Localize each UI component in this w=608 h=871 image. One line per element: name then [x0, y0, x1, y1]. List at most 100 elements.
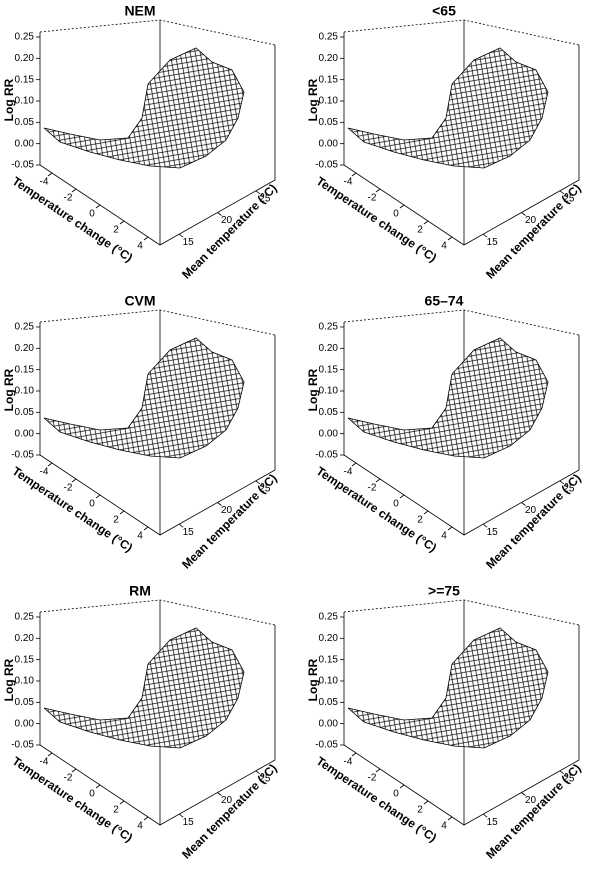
z-tick-label: 0.10	[15, 96, 35, 107]
x-axis-label: Temperature change (°C)	[314, 174, 440, 265]
z-tick-label: 0.10	[319, 96, 339, 107]
x-tick-label: 4	[137, 821, 143, 832]
x-tick-label: 2	[417, 515, 423, 526]
z-tick-label: -0.05	[11, 740, 34, 751]
y-tick	[255, 480, 261, 485]
z-tick-label: 0.15	[319, 74, 339, 85]
y-tick	[178, 523, 184, 528]
z-tick-label: 0.10	[319, 676, 339, 687]
panel: <65 -0.05 0.00 0.05 0.10 0.15 0.20 0.25 Log RR -4…	[306, 3, 584, 282]
y-tick-label: 20	[525, 215, 537, 226]
panel-title: >=75	[428, 583, 460, 599]
panel-title: NEM	[124, 3, 155, 19]
x-tick	[143, 236, 149, 241]
z-tick-label: 0.00	[15, 428, 35, 439]
z-tick-label: -0.05	[315, 450, 338, 461]
x-tick	[423, 220, 429, 225]
x-tick-label: 4	[137, 241, 143, 252]
y-tick-label: 20	[221, 505, 233, 516]
panel-title: <65	[432, 3, 456, 19]
surface	[43, 627, 245, 749]
z-tick-label: 0.25	[15, 612, 35, 623]
x-tick	[399, 494, 405, 499]
x-tick-label: -2	[368, 483, 377, 494]
y-tick	[217, 212, 222, 216]
x-tick-label: -2	[64, 773, 73, 784]
panel: NEM -0.05 0.00 0.05 0.10 0.15 0.20 0.25 Log RR -4…	[2, 3, 280, 282]
x-tick	[375, 188, 381, 193]
x-tick-label: 0	[393, 209, 399, 220]
z-tick-label: 0.15	[319, 654, 339, 665]
z-tick-label: 0.20	[15, 343, 35, 354]
y-tick	[521, 792, 526, 796]
z-tick-label: 0.05	[319, 407, 339, 418]
x-tick	[71, 768, 77, 773]
z-tick-label: 0.00	[319, 718, 339, 729]
y-tick	[482, 813, 488, 818]
z-tick-label: 0.25	[15, 32, 35, 43]
z-tick-label: 0.00	[15, 138, 35, 149]
box-back	[343, 19, 580, 46]
z-tick-label: 0.05	[15, 407, 35, 418]
z-tick-label: 0.05	[15, 697, 35, 708]
z-tick-label: 0.00	[15, 718, 35, 729]
x-tick	[399, 204, 405, 209]
surface	[43, 47, 245, 169]
z-tick-label: 0.10	[319, 386, 339, 397]
x-tick-label: -4	[344, 177, 353, 188]
surface	[347, 627, 549, 749]
z-tick-label: -0.05	[315, 160, 338, 171]
x-tick	[95, 784, 101, 789]
y-tick-label: 25	[563, 193, 575, 204]
x-tick	[143, 816, 149, 821]
y-tick	[217, 792, 222, 796]
x-tick	[95, 204, 101, 209]
x-tick	[375, 478, 381, 483]
y-tick	[255, 770, 261, 775]
x-tick-label: 4	[137, 531, 143, 542]
x-tick	[399, 784, 405, 789]
y-tick-label: 25	[259, 193, 271, 204]
x-tick	[143, 526, 149, 531]
x-tick-label: 0	[89, 499, 95, 510]
x-tick-label: -4	[40, 467, 49, 478]
x-tick-label: -2	[64, 483, 73, 494]
panel: RM -0.05 0.00 0.05 0.10 0.15 0.20 0.25 Log RR -4 -…	[2, 583, 280, 862]
y-tick-label: 15	[183, 527, 195, 538]
x-axis-label: Temperature change (°C)	[10, 754, 136, 845]
z-tick-label: 0.00	[319, 428, 339, 439]
x-tick	[47, 752, 53, 757]
y-tick	[178, 233, 184, 238]
x-tick	[351, 172, 357, 177]
panel: >=75 -0.05 0.00 0.05 0.10 0.15 0.20 0.25 Log RR -…	[306, 583, 584, 862]
x-tick	[71, 478, 77, 483]
y-tick-label: 15	[487, 527, 499, 538]
z-tick-label: 0.15	[15, 364, 35, 375]
x-tick-label: 2	[113, 225, 119, 236]
x-axis-label: Temperature change (°C)	[10, 174, 136, 265]
y-tick-label: 25	[563, 773, 575, 784]
y-tick	[559, 480, 565, 485]
x-tick	[423, 510, 429, 515]
x-tick	[47, 172, 53, 177]
z-tick-label: -0.05	[315, 740, 338, 751]
y-tick	[217, 502, 222, 506]
x-tick-label: -4	[344, 757, 353, 768]
box-back	[343, 599, 580, 626]
x-tick	[423, 800, 429, 805]
x-tick-label: 0	[393, 789, 399, 800]
z-tick-label: 0.25	[319, 612, 339, 623]
z-tick-label: 0.25	[15, 322, 35, 333]
x-tick	[119, 800, 125, 805]
y-tick	[255, 190, 261, 195]
panel-title: CVM	[124, 293, 155, 309]
y-axis-label: Mean temperature (°C)	[483, 761, 584, 862]
y-tick-label: 25	[563, 483, 575, 494]
z-tick-label: 0.05	[15, 117, 35, 128]
y-tick	[521, 502, 526, 506]
z-axis-label: Log RR	[306, 78, 320, 121]
z-tick-label: 0.05	[319, 117, 339, 128]
y-axis-label: Mean temperature (°C)	[483, 471, 584, 572]
y-tick-label: 20	[525, 795, 537, 806]
box-back	[343, 309, 580, 336]
